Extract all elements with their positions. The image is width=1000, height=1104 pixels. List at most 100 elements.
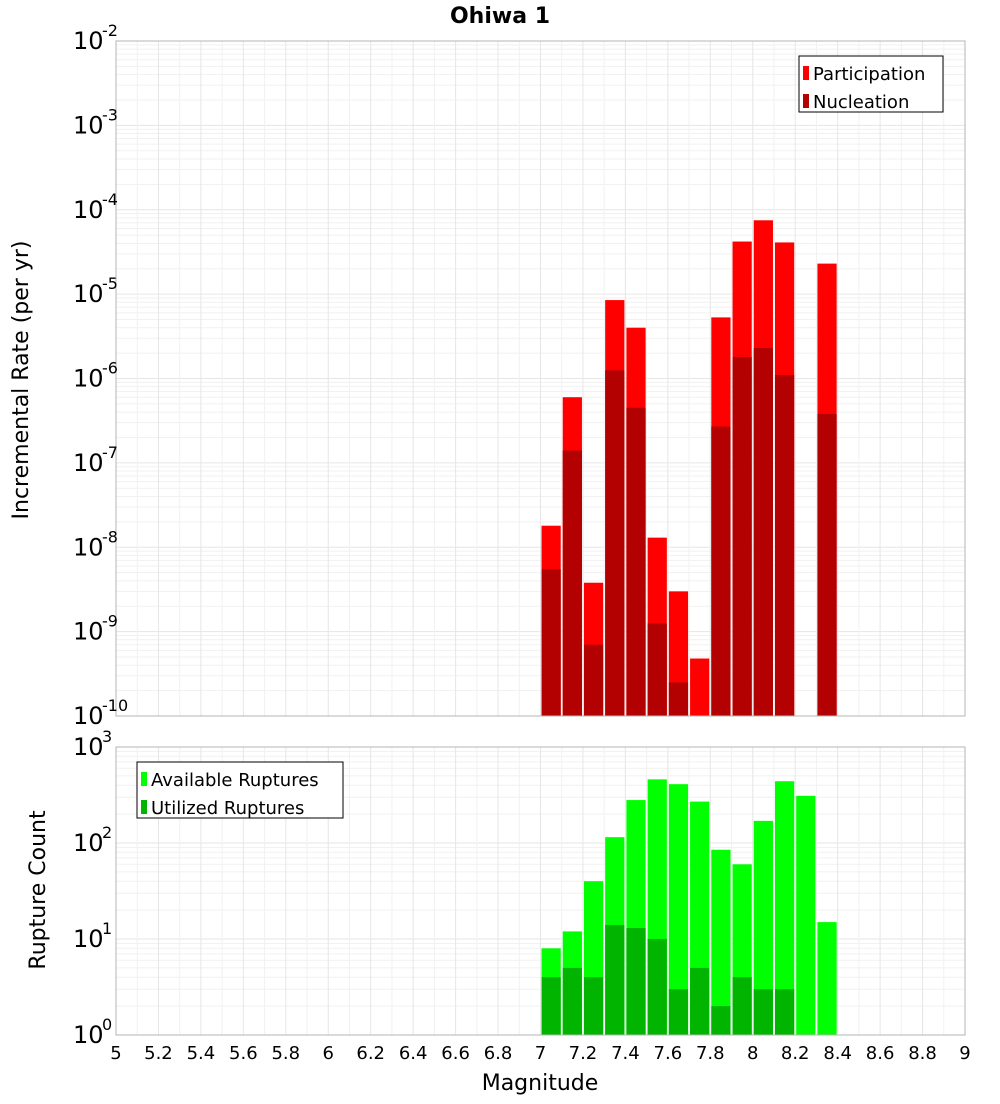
available-ruptures-bar: [753, 820, 773, 1035]
rate-panel: 10-1010-910-810-710-610-510-410-310-2Par…: [73, 21, 966, 730]
x-tick-label: 7.2: [569, 1043, 598, 1064]
y-tick-exponent: 2: [102, 823, 112, 842]
x-tick-label: 6.4: [399, 1043, 428, 1064]
y-tick-exponent: -4: [102, 190, 118, 209]
x-tick-label: 8.6: [866, 1043, 895, 1064]
y-tick-label: 10: [73, 702, 104, 730]
y-tick-exponent: -8: [102, 527, 118, 546]
utilized-ruptures-bar: [626, 928, 646, 1035]
nucleation-bar: [583, 644, 604, 716]
y-tick-label: 10: [73, 533, 104, 561]
legend-label: Available Ruptures: [151, 770, 319, 791]
legend: Available Ruptures Utilized Ruptures: [136, 761, 344, 819]
grid-lines: [115, 40, 966, 717]
x-tick-label: 5.6: [229, 1043, 258, 1064]
legend-label: Nucleation: [813, 92, 909, 113]
legend-swatch: [803, 66, 809, 80]
plot-frame: [115, 40, 966, 717]
nucleation-bar: [817, 413, 837, 716]
utilized-ruptures-bar: [583, 977, 604, 1035]
bars: [541, 779, 837, 1035]
y-tick-label: 10: [73, 733, 104, 761]
x-tick-label: 8.8: [908, 1043, 937, 1064]
nucleation-bar: [626, 407, 646, 716]
plot-frame: [115, 746, 966, 1036]
y-tick-label: 10: [73, 1021, 104, 1049]
utilized-ruptures-bar: [711, 1006, 731, 1035]
y-tick-exponent: -3: [102, 105, 118, 124]
nucleation-bar: [711, 426, 731, 716]
utilized-ruptures-bar: [605, 924, 625, 1035]
utilized-ruptures-bar: [690, 967, 710, 1035]
y-tick-exponent: -2: [102, 21, 118, 40]
y-tick-label: 10: [73, 365, 104, 393]
y-tick-exponent: -10: [102, 696, 128, 715]
nucleation-bar: [753, 347, 773, 716]
x-tick-label: 9: [959, 1043, 970, 1064]
y-tick-exponent: 0: [102, 1015, 112, 1034]
utilized-ruptures-bar: [732, 977, 752, 1035]
x-tick-label: 7: [535, 1043, 546, 1064]
utilized-ruptures-bar: [753, 989, 773, 1035]
y-tick-exponent: -5: [102, 274, 118, 293]
nucleation-bar: [668, 682, 689, 716]
bottom-y-axis-label: Rupture Count: [26, 810, 51, 970]
utilized-ruptures-bar: [647, 939, 667, 1035]
nucleation-bar: [541, 569, 561, 716]
nucleation-bar: [605, 370, 625, 716]
utilized-ruptures-bar: [774, 989, 795, 1035]
available-ruptures-bar: [774, 781, 795, 1035]
legend-swatch: [141, 800, 147, 814]
y-tick-label: 10: [73, 449, 104, 477]
y-tick-label: 10: [73, 280, 104, 308]
x-tick-label: 7.4: [611, 1043, 640, 1064]
available-ruptures-bar: [668, 784, 689, 1035]
x-tick-label: 8.4: [823, 1043, 852, 1064]
available-ruptures-bar: [817, 922, 837, 1035]
nucleation-bar: [562, 450, 582, 716]
legend-label: Participation: [813, 64, 925, 85]
legend-box: [798, 55, 944, 113]
available-ruptures-bar: [711, 849, 731, 1035]
top-y-axis-label: Incremental Rate (per yr): [9, 241, 34, 520]
nucleation-bar: [647, 623, 667, 716]
y-tick-label: 10: [73, 925, 104, 953]
legend-swatch: [803, 94, 809, 108]
x-tick-labels: 5 5.2 5.4 5.6 5.8 6 6.2 6.4 6.6 6.8 7 7.2 7.4 7.6 7.8 8…: [110, 1043, 970, 1064]
y-tick-label: 10: [73, 111, 104, 139]
y-tick-label: 10: [73, 618, 104, 646]
y-tick-label: 10: [73, 829, 104, 857]
nucleation-bar: [774, 375, 795, 716]
utilized-ruptures-bar: [541, 977, 561, 1035]
chart-title: Ohiwa 1: [450, 4, 550, 29]
legend-label: Utilized Ruptures: [151, 798, 304, 819]
y-tick-exponent: 1: [102, 919, 112, 938]
x-tick-label: 6.6: [441, 1043, 470, 1064]
x-axis-label: Magnitude: [482, 1071, 599, 1096]
y-tick-exponent: 3: [102, 727, 112, 746]
x-tick-label: 5.4: [187, 1043, 216, 1064]
y-tick-exponent: -9: [102, 612, 118, 631]
x-tick-label: 7.8: [696, 1043, 725, 1064]
available-ruptures-bar: [796, 795, 816, 1035]
y-tick-exponent: -7: [102, 443, 118, 462]
participation-bar: [690, 658, 710, 716]
utilized-ruptures-bar: [562, 967, 582, 1035]
x-tick-label: 5: [110, 1043, 121, 1064]
y-tick-exponent: -6: [102, 359, 118, 378]
x-tick-label: 7.6: [654, 1043, 683, 1064]
x-tick-label: 6.2: [356, 1043, 385, 1064]
nucleation-bar: [732, 356, 752, 716]
x-tick-label: 6: [323, 1043, 334, 1064]
x-tick-label: 5.2: [144, 1043, 173, 1064]
x-tick-label: 6.8: [484, 1043, 513, 1064]
utilized-ruptures-bar: [668, 989, 689, 1035]
y-tick-label: 10: [73, 196, 104, 224]
y-tick-label: 10: [73, 27, 104, 55]
x-tick-label: 8.2: [781, 1043, 810, 1064]
